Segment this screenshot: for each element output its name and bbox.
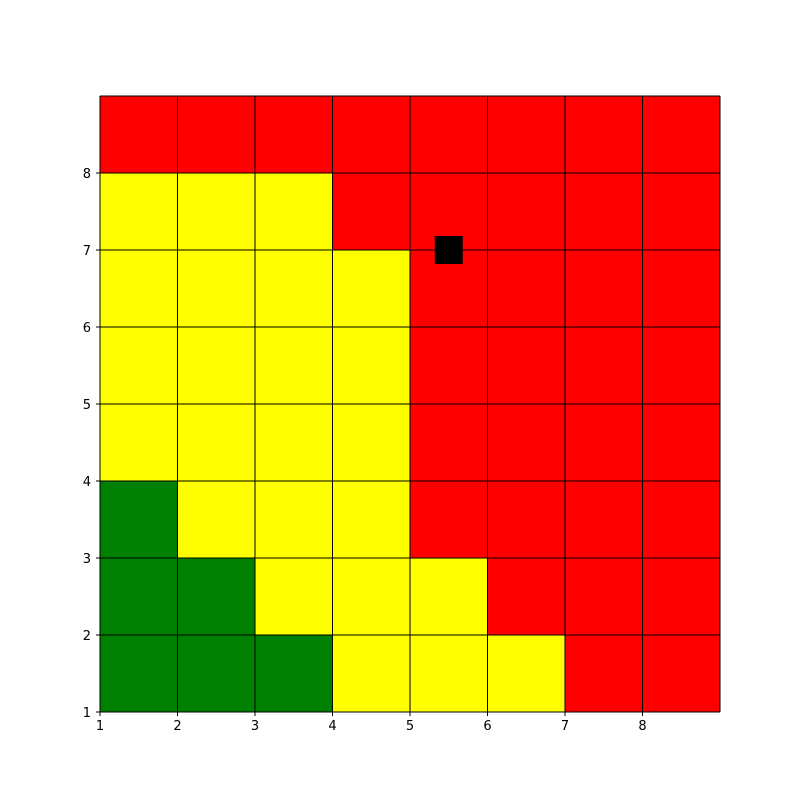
heatmap-cell [487,481,565,558]
x-tick-label: 2 [173,719,181,734]
marker-layer [434,236,463,264]
x-tick-label: 8 [638,719,646,734]
heatmap-cell [410,96,488,173]
y-tick-label: 5 [83,398,91,413]
heatmap-cell [100,327,178,404]
heatmap-cell [410,635,488,712]
x-tick-label: 1 [96,719,104,734]
heatmap-cell [487,327,565,404]
heatmap-cell [642,635,720,712]
heatmap-cell [565,173,643,250]
heatmap-cell [410,558,488,635]
x-axis: 1 2 3 4 5 6 7 8 [96,712,647,734]
y-tick-label: 6 [83,321,91,336]
heatmap-cell [410,481,488,558]
square-marker [434,236,463,264]
heatmap-cell [565,327,643,404]
heatmap-cell [177,173,255,250]
heatmap-cell [642,404,720,481]
heatmap-cell [642,327,720,404]
heatmap-cell [487,404,565,481]
heatmap-cell [100,250,178,327]
heatmap-cell [410,404,488,481]
heatmap-cell [565,635,643,712]
heatmap-cell [255,327,333,404]
heatmap-cell [642,558,720,635]
heatmap-cell [255,481,333,558]
y-tick-label: 4 [83,475,91,490]
heatmap-cell [100,558,178,635]
y-tick-label: 2 [83,629,91,644]
heatmap-cell [487,635,565,712]
heatmap-cell [332,558,410,635]
heatmap-cell [565,558,643,635]
heatmap-cell [487,96,565,173]
y-tick-label: 7 [83,244,91,259]
x-tick-label: 5 [406,719,414,734]
heatmap-cell [177,327,255,404]
heatmap-cell [255,404,333,481]
heatmap-cell [487,558,565,635]
heatmap-cell [410,327,488,404]
heatmap-cell [642,96,720,173]
heatmap-cell [565,250,643,327]
heatmap-cell [332,250,410,327]
heatmap-cell [100,481,178,558]
heatmap-cell [177,96,255,173]
heatmap-cell [642,250,720,327]
heatmap-cell [100,96,178,173]
heatmap-cell [332,96,410,173]
heatmap-cells [100,96,720,712]
y-tick-label: 3 [83,552,91,567]
heatmap-cell [177,481,255,558]
y-tick-label: 8 [83,167,91,182]
x-tick-label: 7 [561,719,569,734]
heatmap-cell [255,558,333,635]
heatmap-cell [642,481,720,558]
heatmap-cell [177,404,255,481]
heatmap-cell [177,635,255,712]
heatmap-cell [332,635,410,712]
x-tick-label: 6 [483,719,491,734]
heatmap-cell [100,635,178,712]
heatmap-cell [332,173,410,250]
heatmap-cell [565,404,643,481]
heatmap-cell [332,481,410,558]
x-tick-label: 3 [251,719,259,734]
heatmap-cell [255,173,333,250]
heatmap-cell [255,96,333,173]
grid-lines [99,95,721,713]
heatmap-cell [177,558,255,635]
heatmap-cell [100,404,178,481]
heatmap-cell [487,250,565,327]
heatmap-cell [255,635,333,712]
x-tick-label: 4 [328,719,336,734]
heatmap-cell [177,250,255,327]
heatmap-cell [255,250,333,327]
y-axis: 1 2 3 4 5 6 7 8 [83,167,100,721]
heatmap-cell [332,327,410,404]
y-tick-label: 1 [83,706,91,721]
heatmap-cell [565,481,643,558]
heatmap-cell [100,173,178,250]
heatmap-cell [642,173,720,250]
heatmap-cell [487,173,565,250]
heatmap-cell [332,404,410,481]
heatmap-cell [565,96,643,173]
